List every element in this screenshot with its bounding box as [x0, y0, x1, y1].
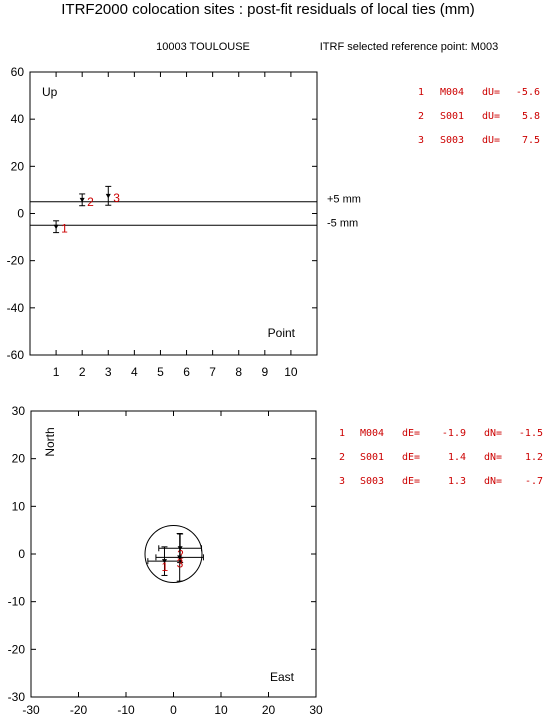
horizontal-residuals-panel: 30 20 10 0 -10 -20 -30-30 -20 -10 0 10 20 30 North Eas…	[8, 404, 543, 717]
x-tick-label: -10	[117, 703, 135, 717]
point-number-label: 3	[113, 191, 120, 205]
horizontal-plot-frame	[30, 410, 317, 698]
listing-number: 3	[418, 135, 424, 146]
point-number-label: 2	[177, 547, 184, 561]
reference-line-label: +5 mm	[327, 194, 361, 206]
y-tick-label: -20	[8, 642, 26, 656]
y-tick-label: 40	[11, 112, 25, 126]
listing-value: -1.5	[519, 428, 543, 439]
data-point	[105, 193, 111, 199]
x-tick-label: 2	[79, 365, 86, 379]
data-point	[53, 224, 59, 230]
listing-field: dE=	[402, 428, 420, 439]
y-tick-label: -30	[8, 690, 26, 704]
listing-value: 1.4	[448, 452, 466, 463]
listing-field: dU=	[482, 87, 500, 98]
x-tick-label: 6	[183, 365, 190, 379]
listing-value: 1.3	[448, 476, 466, 487]
listing-field: dU=	[482, 135, 500, 146]
listing-point-code: M004	[440, 87, 464, 98]
y-axis-label: North	[43, 427, 57, 456]
listing-field: dU=	[482, 111, 500, 122]
y-tick-label: -40	[7, 301, 25, 315]
listing-number: 2	[339, 452, 345, 463]
listing-number: 2	[418, 111, 424, 122]
point-number-label: 2	[87, 195, 94, 209]
listing-field: dN=	[484, 428, 502, 439]
listing-value: 1.2	[525, 452, 543, 463]
listing-number: 3	[339, 476, 345, 487]
y-tick-label: -20	[7, 254, 25, 268]
tolerance-circle	[144, 525, 203, 583]
x-tick-label: 30	[309, 703, 323, 717]
x-tick-label: 1	[53, 365, 60, 379]
x-tick-label: 20	[262, 703, 276, 717]
listing-value: -1.9	[442, 428, 466, 439]
up-corner-label: Up	[42, 85, 58, 99]
y-tick-label: 0	[17, 207, 24, 221]
x-axis-label: Point	[268, 326, 296, 340]
y-tick-label: 20	[12, 452, 26, 466]
reference-point-label: ITRF selected reference point: M003	[320, 41, 499, 53]
x-tick-label: 9	[261, 365, 268, 379]
y-tick-label: 30	[12, 404, 26, 418]
listing-field: dN=	[484, 452, 502, 463]
y-tick-label: 20	[11, 159, 25, 173]
up-residuals-panel: 60 40 20 0 -20 -40 -60 1 2 3 4 5 6 7 8 9 10 Up Point +5 mm -…	[7, 65, 540, 379]
listing-number: 1	[339, 428, 345, 439]
listing-point-code: S001	[440, 111, 464, 122]
listing-field: dN=	[484, 476, 502, 487]
x-tick-label: -20	[70, 703, 88, 717]
listing-field: dE=	[402, 476, 420, 487]
data-point	[79, 197, 85, 203]
data-point	[177, 555, 183, 560]
listing-point-code: S003	[440, 135, 464, 146]
data-point	[161, 559, 167, 564]
x-tick-label: 4	[131, 365, 138, 379]
y-tick-label: 60	[11, 65, 25, 79]
reference-line-label: -5 mm	[327, 217, 358, 229]
site-label: 10003 TOULOUSE	[156, 41, 250, 53]
listing-value: -5.6	[516, 87, 540, 98]
x-tick-label: 8	[235, 365, 242, 379]
listing-point-code: S003	[360, 476, 384, 487]
listing-number: 1	[418, 87, 424, 98]
listing-value: -.7	[525, 476, 543, 487]
x-tick-label: 5	[157, 365, 164, 379]
x-tick-label: 7	[209, 365, 216, 379]
listing-value: 7.5	[522, 135, 540, 146]
figure-title: ITRF2000 colocation sites : post-fit res…	[61, 1, 474, 18]
point-number-label: 1	[161, 560, 168, 574]
x-tick-label: -30	[22, 703, 40, 717]
x-axis-label: East	[270, 670, 295, 684]
up-plot-frame	[29, 71, 318, 356]
point-number-label: 1	[61, 222, 68, 236]
x-tick-label: 10	[214, 703, 228, 717]
x-tick-label: 3	[105, 365, 112, 379]
listing-value: 5.8	[522, 111, 540, 122]
y-tick-label: 0	[18, 547, 25, 561]
x-tick-label: 0	[170, 703, 177, 717]
listing-point-code: M004	[360, 428, 384, 439]
x-tick-label: 10	[284, 365, 298, 379]
y-tick-label: 10	[12, 499, 26, 513]
point-number-label: 3	[177, 556, 184, 570]
listing-field: dE=	[402, 452, 420, 463]
y-tick-label: -10	[8, 595, 26, 609]
y-tick-label: -60	[7, 348, 25, 362]
listing-point-code: S001	[360, 452, 384, 463]
